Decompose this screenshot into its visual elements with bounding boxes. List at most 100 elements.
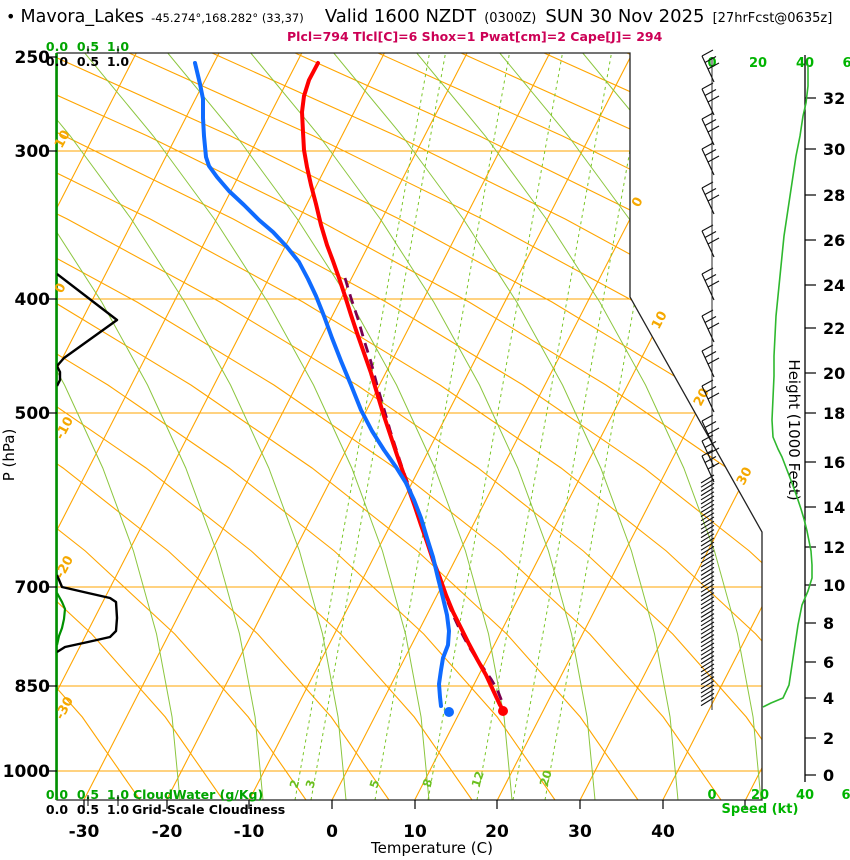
- wind-barb-feather: [700, 495, 715, 505]
- wind-barb-feather: [700, 583, 715, 593]
- dry-adiabat-line: [57, 53, 639, 800]
- wind-barb-icon: [701, 224, 720, 258]
- bullet-icon: •: [6, 7, 16, 26]
- wind-barb-feather: [700, 508, 715, 518]
- wind-barb-feather: [700, 659, 715, 669]
- valid-date: SUN 30 Nov 2025: [545, 6, 705, 27]
- height-tick-label: 18: [823, 404, 845, 423]
- surface-dewpoint-dot: [444, 707, 454, 717]
- temperature-tick-label: 30: [568, 822, 592, 842]
- dry-adiabat-line: [709, 53, 762, 800]
- wind-barb-feather: [700, 545, 715, 555]
- isotherm-line: [57, 53, 303, 800]
- height-axis-title: Height (1000 Feet): [785, 359, 803, 500]
- isotherm-label: 10: [649, 309, 671, 332]
- dry-adiabat-line: [377, 53, 762, 800]
- sounding-profiles: [57, 61, 508, 717]
- height-tick-label: 6: [823, 653, 834, 672]
- mixing-ratio-line: [310, 53, 446, 800]
- wind-barb-feather: [700, 629, 715, 639]
- wind-barb-icon: [701, 434, 720, 468]
- temperature-tick-label: 0: [326, 822, 338, 842]
- wind-barb-feather: [700, 562, 715, 572]
- temperature-axis-title: Temperature (C): [370, 839, 493, 857]
- wind-barb-feather: [700, 512, 715, 522]
- wind-barb-feather: [700, 600, 715, 610]
- wind-barb-column: [700, 49, 720, 710]
- temperature-tick-label: -10: [234, 822, 265, 842]
- pressure-tick-label: 500: [15, 404, 51, 424]
- skewt-grid: [57, 53, 762, 800]
- temperature-curve: [300, 61, 505, 712]
- wind-barb-icon: [701, 142, 720, 176]
- wind-barb-feather: [700, 646, 715, 656]
- wind-barb-feather: [700, 474, 715, 484]
- wind-barb-feather: [700, 663, 715, 673]
- wind-barb-feather: [700, 503, 715, 513]
- isotherm-line: [579, 53, 762, 800]
- wind-barb-feather: [700, 524, 715, 534]
- height-tick-label: 16: [823, 453, 845, 472]
- cloudwater-profile-upper: [57, 273, 119, 387]
- height-tick-label: 30: [823, 140, 845, 159]
- dry-adiabat-line: [57, 53, 762, 800]
- wind-barb-feather: [700, 692, 715, 702]
- wind-barb-feather: [700, 638, 715, 648]
- moist-adiabat-line: [250, 53, 596, 800]
- wind-barb-feather: [700, 566, 715, 576]
- dry-adiabat-line: [57, 53, 722, 800]
- wind-barb-icon: [701, 181, 720, 215]
- mixing-ratio-line: [476, 53, 612, 800]
- height-tick-label: 20: [823, 364, 845, 383]
- temperature-tick-label: 20: [485, 822, 509, 842]
- wind-barb-icon: [701, 379, 720, 413]
- mixing-ratio-label: 8: [420, 777, 436, 789]
- isotherm-line: [83, 53, 468, 800]
- mixing-ratio-label: 3: [303, 778, 319, 790]
- speed-tick-label-top: 40: [796, 56, 814, 71]
- wind-barb-feather: [700, 537, 715, 547]
- wind-barb-feather: [700, 642, 715, 652]
- cloudwater-scale-bottom: 0.5: [77, 787, 99, 802]
- mixing-ratio-line: [544, 53, 680, 800]
- wind-barb-feather: [700, 608, 715, 618]
- dry-adiabat-line: [626, 53, 762, 800]
- speed-tick-label-bottom: 40: [796, 788, 814, 803]
- mixing-ratio-line: [374, 53, 510, 800]
- temperature-tick-label: 40: [651, 822, 675, 842]
- wind-barb-feather: [700, 650, 715, 660]
- dewpoint-curve: [193, 61, 451, 708]
- wind-barb-feather: [700, 592, 715, 602]
- pressure-tick-label: 400: [15, 290, 51, 310]
- mixing-ratio-label: 12: [469, 769, 487, 789]
- isotherm-label: 0: [629, 195, 646, 210]
- dry-adiabat-line: [57, 53, 762, 800]
- dry-adiabat-line: [57, 53, 762, 800]
- wind-barb-icon: [701, 49, 720, 83]
- height-tick-label: 22: [823, 319, 845, 338]
- dry-adiabat-line: [57, 53, 224, 800]
- isotherm-line: [662, 53, 762, 800]
- pressure-tick-label: 250: [15, 48, 51, 68]
- wind-barb-feather: [700, 688, 715, 698]
- height-tick-label: 8: [823, 614, 834, 633]
- wind-barb-feather: [700, 655, 715, 665]
- cloudwater-profile-lower: [57, 574, 119, 654]
- wind-barb-icon: [701, 112, 720, 146]
- speed-axis-title: Speed (kt): [722, 802, 799, 817]
- temperature-tick-label: -30: [69, 822, 100, 842]
- cloudiness-profile: [57, 592, 67, 646]
- pressure-tick-label: 1000: [3, 762, 50, 782]
- wind-barb-feather: [700, 516, 715, 526]
- pressure-axis-title: P (hPa): [0, 429, 18, 482]
- isotherm-label: 30: [734, 465, 756, 488]
- wind-barb-feather: [700, 558, 715, 568]
- speed-tick-label-bottom: 6: [841, 788, 850, 803]
- wind-barb-feather: [700, 491, 715, 501]
- isotherm-line: [166, 53, 551, 800]
- wind-barb-feather: [700, 697, 715, 707]
- height-tick-label: 32: [823, 89, 845, 108]
- moist-adiabat-line: [84, 53, 430, 800]
